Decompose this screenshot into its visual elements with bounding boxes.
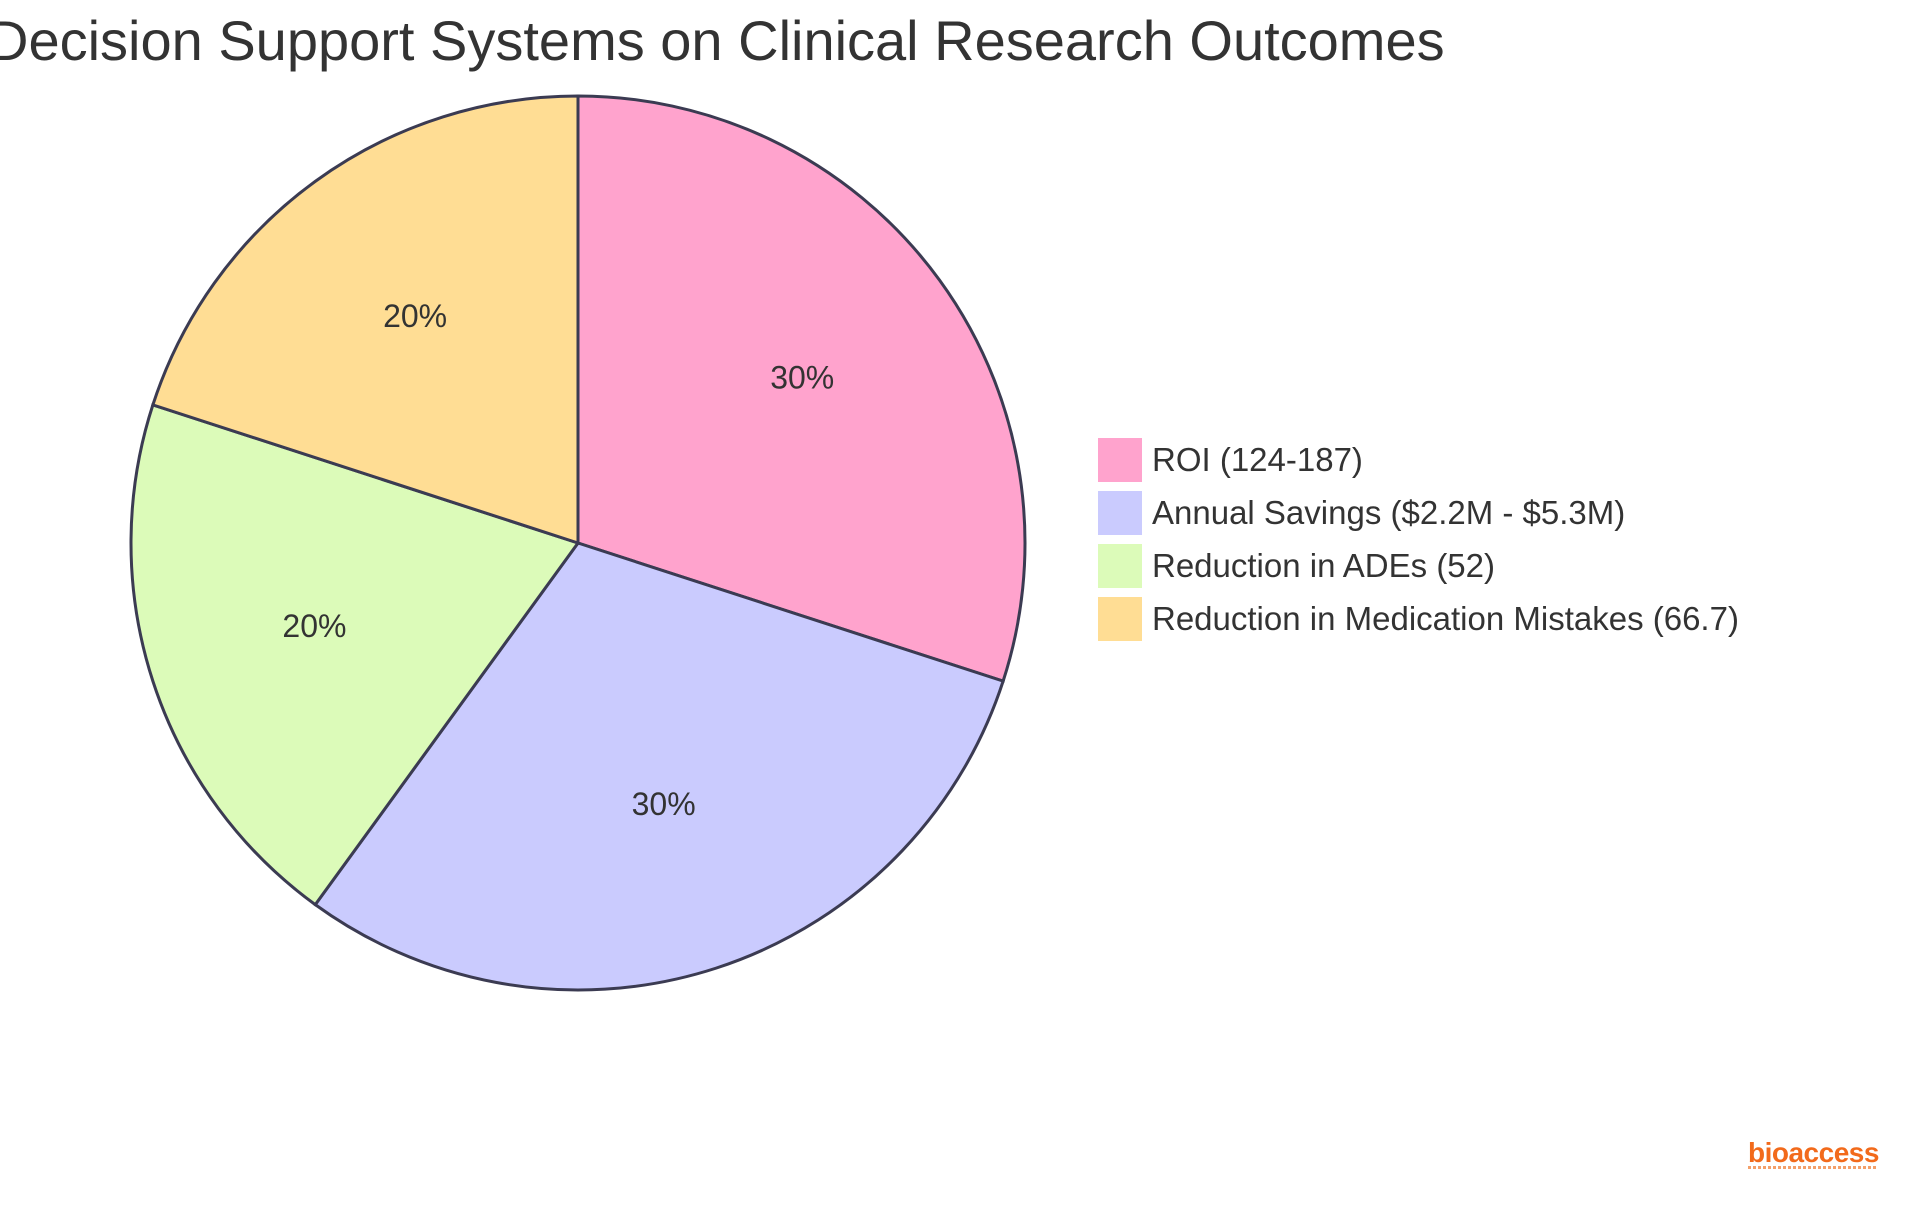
legend-item: Annual Savings ($2.2M - $5.3M) [1098, 486, 1739, 539]
legend-item: Reduction in Medication Mistakes (66.7) [1098, 592, 1739, 645]
chart-title: Decision Support Systems on Clinical Res… [0, 9, 1445, 72]
legend-label: ROI (124-187) [1152, 440, 1363, 478]
legend-swatch [1098, 437, 1142, 482]
pie-slice [150, 94, 580, 546]
slice-value-label: 30% [632, 786, 696, 822]
chart-legend: ROI (124-187) Annual Savings ($2.2M - $5.… [1098, 433, 1739, 645]
legend-item: ROI (124-187) [1098, 433, 1739, 486]
pie-slice [576, 94, 1027, 684]
legend-label: Reduction in Medication Mistakes (66.7) [1152, 599, 1739, 637]
bioaccess-logo: bioaccess [1748, 1137, 1879, 1169]
slice-value-label: 30% [770, 360, 834, 396]
legend-swatch [1098, 490, 1142, 535]
legend-label: Annual Savings ($2.2M - $5.3M) [1152, 493, 1626, 531]
legend-swatch [1098, 543, 1142, 588]
legend-label: Reduction in ADEs (52) [1152, 546, 1496, 584]
slice-value-label: 20% [282, 608, 346, 644]
pie-slice [313, 541, 1006, 992]
pie-slice [129, 402, 581, 907]
brand-tagline-decoration [1748, 1166, 1876, 1169]
legend-swatch [1098, 596, 1142, 641]
brand-name: bioaccess [1748, 1137, 1879, 1168]
slice-value-label: 20% [383, 298, 447, 334]
legend-item: Reduction in ADEs (52) [1098, 539, 1739, 592]
